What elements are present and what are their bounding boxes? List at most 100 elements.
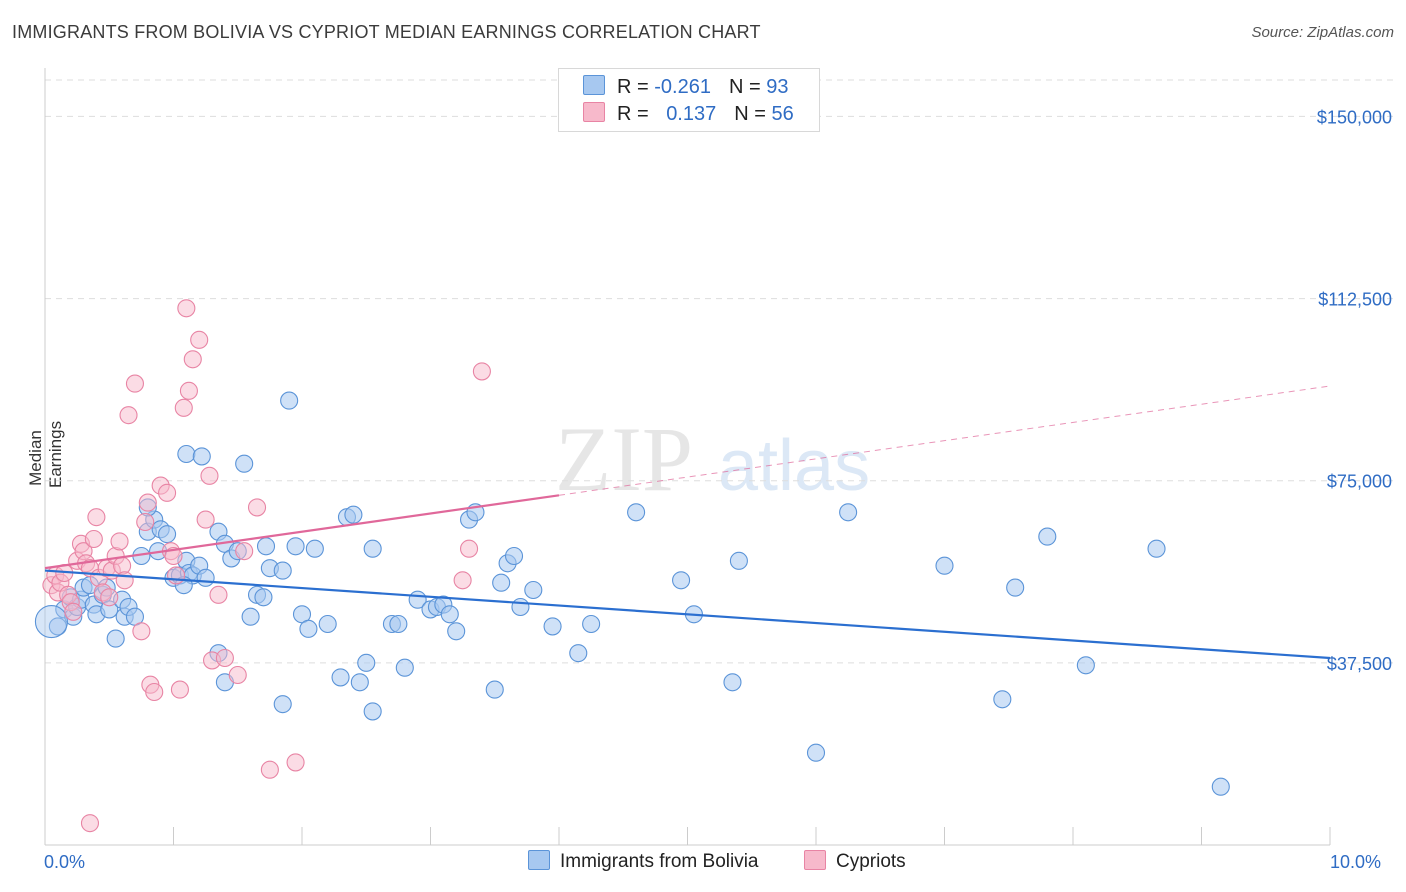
legend-r-value-cypriot: 0.137 <box>666 103 717 125</box>
point-bolivia <box>723 673 742 692</box>
point-bolivia <box>1076 656 1095 675</box>
point-cypriot <box>190 330 209 349</box>
point-bolivia <box>492 573 511 592</box>
trend-line-cypriot-solid <box>44 494 560 570</box>
point-bolivia <box>235 454 254 473</box>
point-bolivia <box>524 580 543 600</box>
watermark-zip: ZIP <box>555 408 693 510</box>
point-cypriot <box>80 814 100 833</box>
point-cypriot <box>209 585 228 604</box>
point-bolivia <box>447 622 466 641</box>
source-label: Source: ZipAtlas.com <box>1251 24 1394 41</box>
legend-n-value-bolivia: 93 <box>766 76 789 98</box>
point-cypriot <box>87 508 106 527</box>
point-cypriot <box>125 374 144 393</box>
point-bolivia <box>543 617 562 636</box>
x-tick-label-max: 10.0% <box>1330 852 1382 872</box>
point-cypriot <box>167 566 186 585</box>
point-cypriot <box>164 546 183 566</box>
point-bolivia <box>1038 527 1057 546</box>
point-bolivia <box>839 503 858 522</box>
point-bolivia <box>318 614 337 634</box>
legend-row-cypriot: R = 0.137 N = 56 <box>583 102 794 126</box>
point-cypriot <box>119 406 138 425</box>
point-cypriot <box>136 512 155 532</box>
point-cypriot <box>459 539 479 558</box>
point-cypriot <box>196 510 215 529</box>
point-bolivia <box>344 505 363 524</box>
point-cypriot <box>179 381 198 400</box>
point-cypriot <box>247 498 267 517</box>
legend-n-label: N = <box>734 103 772 125</box>
point-bolivia <box>935 556 954 575</box>
point-bolivia <box>672 571 691 590</box>
point-cypriot <box>145 682 164 702</box>
point-cypriot <box>115 571 134 590</box>
y-tick-label: $150,000 <box>1317 107 1392 127</box>
point-bolivia <box>241 607 260 626</box>
point-bolivia <box>389 614 408 634</box>
point-bolivia <box>627 503 646 522</box>
point-bolivia <box>395 658 414 677</box>
bottom-legend-bolivia: Immigrants from Bolivia <box>528 850 759 873</box>
point-bolivia <box>106 629 125 648</box>
x-tick-label-min: 0.0% <box>44 852 86 872</box>
point-cypriot <box>132 622 151 641</box>
point-bolivia <box>363 702 382 721</box>
series-cypriot-points <box>42 299 491 833</box>
point-bolivia <box>299 619 318 638</box>
point-bolivia <box>993 690 1012 709</box>
point-cypriot <box>235 542 254 561</box>
point-bolivia <box>286 537 305 556</box>
bottom-legend-cypriot: Cypriots <box>804 850 906 873</box>
y-tick-label: $37,500 <box>1327 654 1392 674</box>
legend-r-value-bolivia: -0.261 <box>654 76 711 98</box>
point-bolivia <box>363 539 382 558</box>
point-bolivia <box>504 546 524 566</box>
point-bolivia <box>273 561 292 580</box>
point-bolivia <box>806 743 826 762</box>
y-tick-labels: $37,500 $75,000 $112,500 $150,000 <box>1317 107 1392 673</box>
point-bolivia <box>196 568 215 587</box>
trend-line-cypriot-dashed <box>558 385 1331 496</box>
point-bolivia <box>273 695 292 714</box>
legend-n-label: N = <box>728 76 767 98</box>
point-bolivia <box>256 537 276 556</box>
trend-line-bolivia <box>44 569 1331 660</box>
point-cypriot <box>64 602 83 621</box>
legend-n-value-cypriot: 56 <box>771 103 794 125</box>
y-tick-label: $75,000 <box>1327 472 1392 492</box>
grid-lines <box>45 79 1394 664</box>
point-bolivia <box>254 588 273 607</box>
watermark-atlas: atlas <box>718 426 870 506</box>
point-bolivia <box>357 653 376 672</box>
point-bolivia <box>729 551 748 570</box>
point-bolivia-cluster <box>34 605 68 639</box>
point-cypriot <box>138 493 157 512</box>
point-cypriot <box>100 588 119 607</box>
point-bolivia <box>350 673 369 692</box>
series-bolivia-points <box>34 391 1230 796</box>
point-cypriot <box>158 483 177 502</box>
legend-row-bolivia: R = -0.261 N = 93 <box>583 75 788 99</box>
watermark: ZIP atlas <box>555 408 870 510</box>
point-cypriot <box>260 760 279 779</box>
point-bolivia <box>280 391 299 410</box>
point-bolivia <box>582 614 601 634</box>
point-bolivia <box>1211 777 1230 796</box>
point-cypriot <box>110 532 129 551</box>
point-cypriot <box>228 665 247 685</box>
point-bolivia <box>511 597 530 617</box>
point-bolivia <box>305 539 324 558</box>
point-cypriot <box>286 753 305 772</box>
bottom-legend-label-bolivia: Immigrants from Bolivia <box>560 851 759 872</box>
bottom-legend-label-cypriot: Cypriots <box>836 851 906 872</box>
correlation-legend: R = -0.261 N = 93 R = 0.137 N = 56 <box>558 68 820 132</box>
point-bolivia <box>569 644 588 663</box>
point-bolivia <box>158 525 177 544</box>
point-cypriot <box>174 398 193 417</box>
point-bolivia <box>1147 539 1166 558</box>
y-tick-label: $112,500 <box>1318 290 1392 310</box>
point-bolivia <box>485 680 504 699</box>
